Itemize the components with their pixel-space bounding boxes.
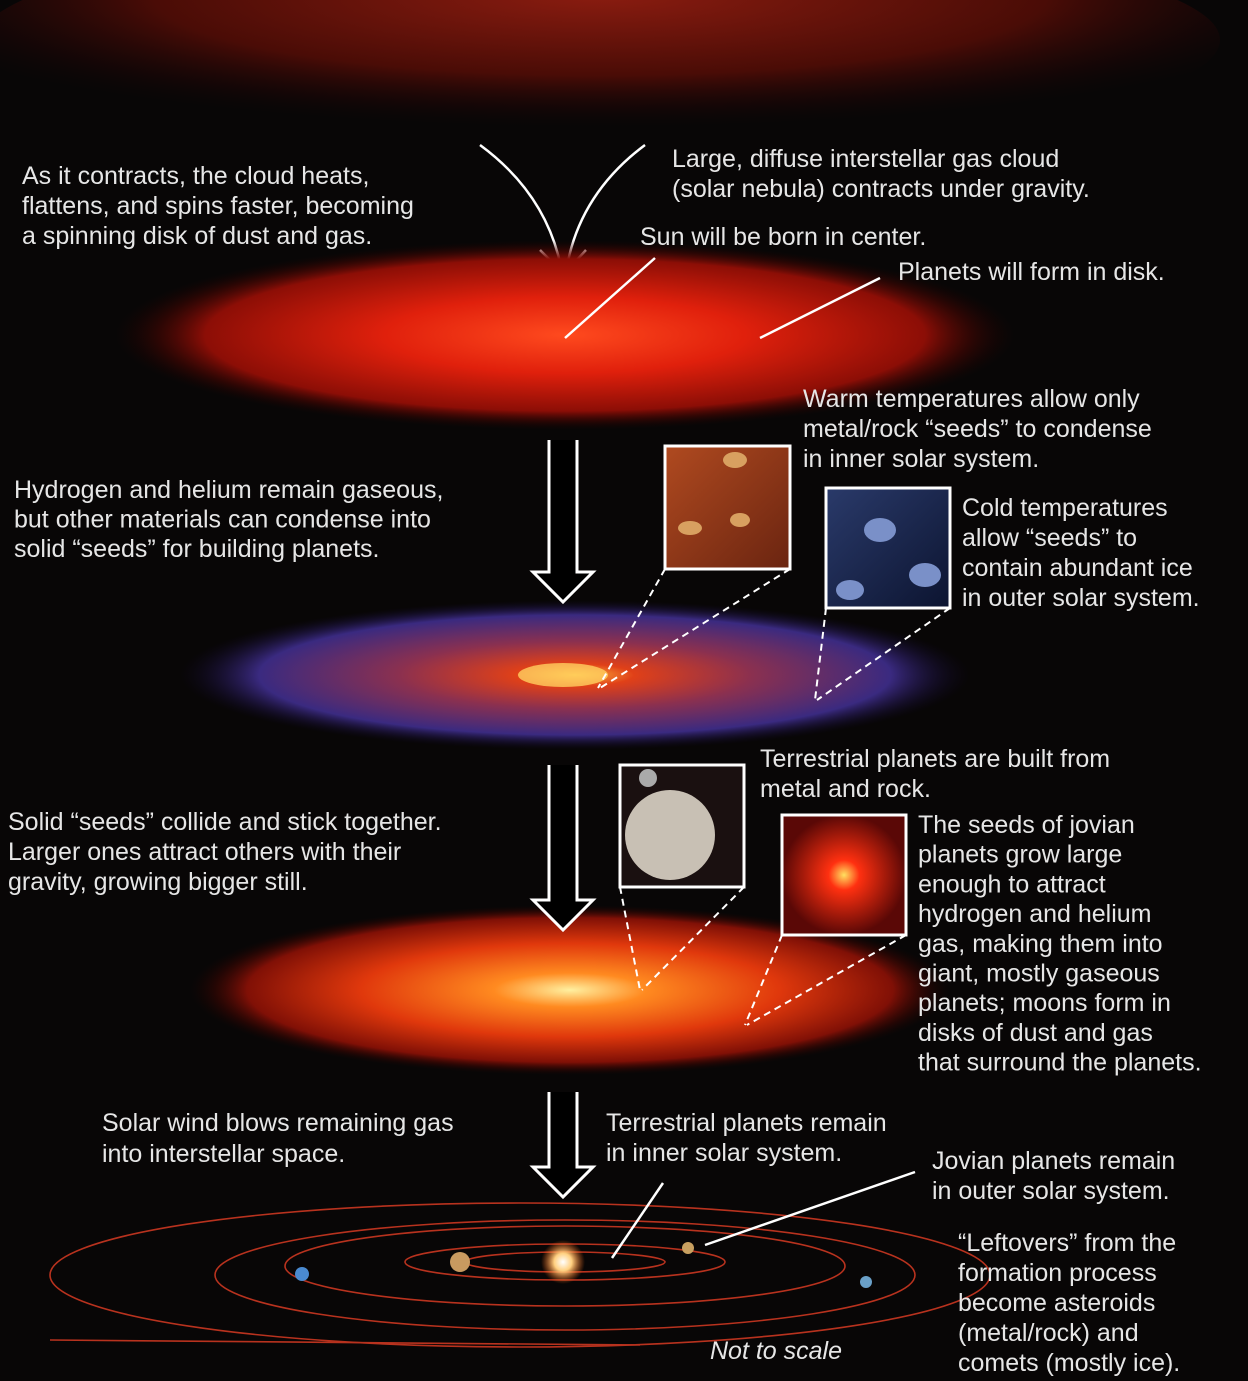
planet [625,790,715,880]
label-line: Solid “seeds” collide and stick together… [8,808,442,836]
seed [730,513,750,527]
inset-metal-seeds [663,444,792,571]
label-line: Planets will form in disk. [898,258,1165,286]
label-line: formation process [958,1259,1157,1287]
label-line: Terrestrial planets remain [606,1109,887,1137]
label-line: Large, diffuse interstellar gas cloud [672,145,1059,173]
label-line: Jovian planets remain [932,1147,1175,1175]
orbit [214,1219,916,1331]
gas-cloud [0,0,1220,150]
orbit [49,1202,991,1348]
labels: As it contracts, the cloud heats,flatten… [8,145,1202,1377]
seed [836,580,864,600]
label-line: As it contracts, the cloud heats, [22,162,369,190]
label-line: that surround the planets. [918,1049,1202,1077]
dashed-lines [744,934,907,1026]
pointer [704,1170,916,1247]
planet [450,1252,470,1272]
orbit [49,1339,641,1346]
dashed-lines [619,886,745,991]
label-line: but other materials can condense into [14,506,431,534]
planet [682,1242,694,1254]
seed [723,452,747,468]
label-line: Sun will be born in center. [640,223,926,251]
disk-planetesimals [190,905,950,1075]
label-line: planets; moons form in [918,989,1171,1017]
label-line: Solar wind blows remaining gas [102,1109,454,1137]
label-line: into interstellar space. [102,1140,345,1168]
pointer [564,257,656,339]
pointer [610,1182,665,1259]
label-line: flattens, and spins faster, becoming [22,192,414,220]
label-line: “Leftovers” from the [958,1229,1176,1257]
label-line: in inner solar system. [606,1139,842,1167]
down-arrow [529,1092,597,1200]
label-line: allow “seeds” to [962,524,1137,552]
dashed-lines [597,568,791,689]
label-line: comets (mostly ice). [958,1349,1180,1377]
dashed-lines [814,607,951,701]
label-line: (metal/rock) and [958,1319,1139,1347]
sun [541,1240,585,1284]
label-line: solid “seeds” for building planets. [14,535,379,563]
moon [639,769,657,787]
label-line: contain abundant ice [962,554,1193,582]
label-line: Not to scale [710,1337,842,1365]
label-line: Terrestrial planets are built from [760,745,1110,773]
label-line: become asteroids [958,1289,1155,1317]
orbit [284,1225,846,1307]
label-line: gas, making them into [918,930,1163,958]
label-line: in inner solar system. [803,445,1039,473]
label-line: in outer solar system. [962,584,1200,612]
down-arrow [529,765,597,933]
label-line: planets grow large [918,841,1122,869]
planet [295,1267,309,1281]
down-arrow [529,440,597,605]
label-line: (solar nebula) contracts under gravity. [672,175,1090,203]
label-line: Warm temperatures allow only [803,385,1140,413]
label-line: disks of dust and gas [918,1019,1153,1047]
label-line: Cold temperatures [962,494,1168,522]
label-line: Larger ones attract others with their [8,838,401,866]
label-line: a spinning disk of dust and gas. [22,222,372,250]
label-line: metal and rock. [760,775,931,803]
label-line: in outer solar system. [932,1177,1170,1205]
label-line: metal/rock “seeds” to condense [803,415,1152,443]
disk-nebula [115,240,1015,430]
seed [909,563,941,587]
center-glow [518,663,608,687]
inset-jovian [780,813,908,937]
planet [860,1276,872,1288]
label-line: Hydrogen and helium remain gaseous, [14,476,443,504]
seed [864,518,896,542]
label-line: enough to attract [918,870,1106,898]
seed [678,521,702,535]
label-line: giant, mostly gaseous [918,960,1160,988]
pointer [759,276,881,340]
label-line: hydrogen and helium [918,900,1152,928]
label-line: The seeds of jovian [918,811,1135,839]
label-line: gravity, growing bigger still. [8,868,308,896]
